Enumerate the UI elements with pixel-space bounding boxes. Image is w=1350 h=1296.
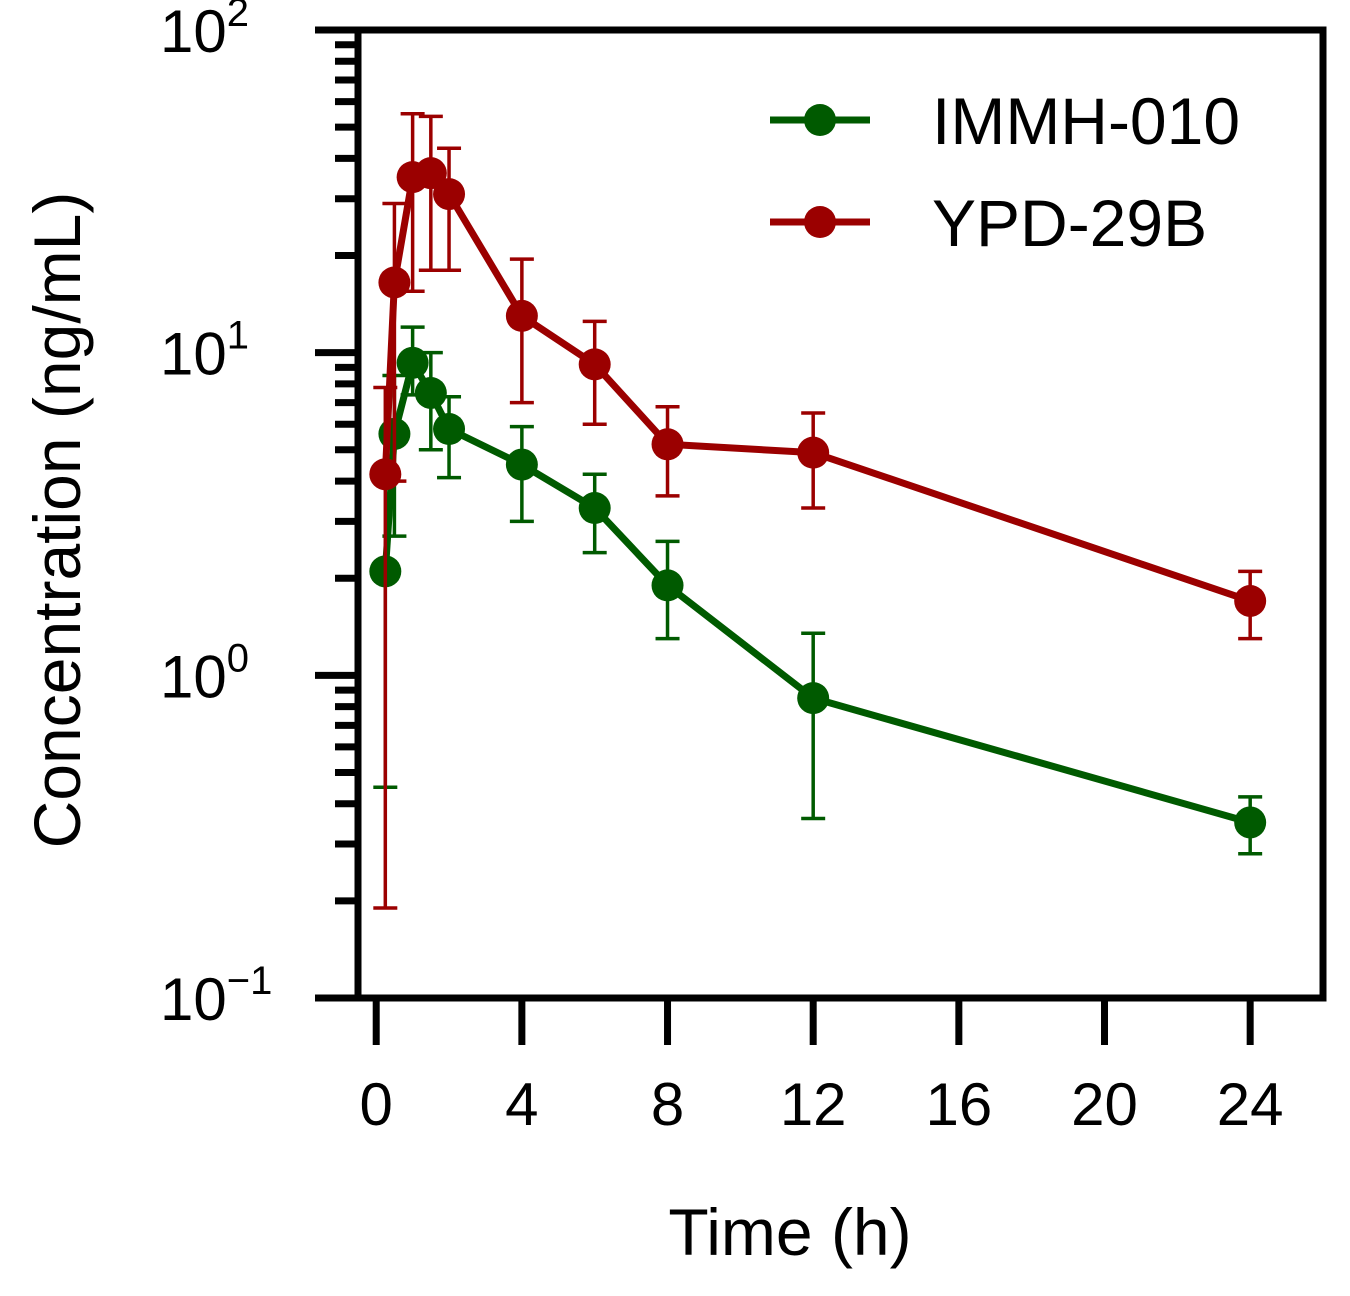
data-point xyxy=(414,157,447,190)
data-point xyxy=(369,458,402,491)
legend-label: IMMH-010 xyxy=(932,84,1240,158)
data-point xyxy=(578,348,611,381)
y-axis-title: Concentration (ng/mL) xyxy=(20,192,94,849)
legend-swatch-marker xyxy=(804,104,836,136)
series-layer xyxy=(369,112,1267,910)
y-tick-label: 10−1 xyxy=(160,959,272,1033)
data-point xyxy=(505,299,538,332)
data-point xyxy=(651,428,684,461)
x-axis-title: Time (h) xyxy=(668,1195,911,1269)
x-tick-label: 8 xyxy=(651,1071,684,1138)
x-tick-label: 16 xyxy=(925,1071,992,1138)
data-point xyxy=(414,376,447,409)
plot-frame xyxy=(354,26,1327,1002)
legend-label: YPD-29B xyxy=(932,186,1207,260)
data-point xyxy=(651,569,684,602)
x-tick-label: 12 xyxy=(780,1071,847,1138)
x-tick-label: 24 xyxy=(1217,1071,1284,1138)
y-tick-label: 102 xyxy=(160,0,249,65)
data-point xyxy=(378,266,411,299)
data-point xyxy=(433,413,466,446)
series-line xyxy=(381,169,1252,605)
data-point xyxy=(1234,806,1267,839)
legend-item: YPD-29B xyxy=(770,186,1207,260)
data-point xyxy=(505,448,538,481)
y-tick-label: 101 xyxy=(160,314,249,388)
legend-item: IMMH-010 xyxy=(770,84,1240,158)
data-point xyxy=(396,346,429,379)
series-line xyxy=(381,359,1252,826)
data-point xyxy=(797,682,830,715)
x-tick-label: 4 xyxy=(505,1071,538,1138)
legend-swatch-marker xyxy=(804,206,836,238)
series-immh-010 xyxy=(369,325,1267,856)
legend: IMMH-010 YPD-29B xyxy=(770,84,1240,260)
y-tick-label: 100 xyxy=(160,636,249,710)
data-point xyxy=(578,492,611,525)
x-tick-label: 0 xyxy=(360,1071,393,1138)
data-point xyxy=(433,178,466,211)
data-point xyxy=(797,436,830,469)
data-point xyxy=(1234,584,1267,617)
x-tick-label: 20 xyxy=(1071,1071,1138,1138)
axes: 10−1 100 101 102 0 4 8 12 16 20 24 xyxy=(160,0,1327,1138)
series-ypd-29b xyxy=(369,112,1267,910)
